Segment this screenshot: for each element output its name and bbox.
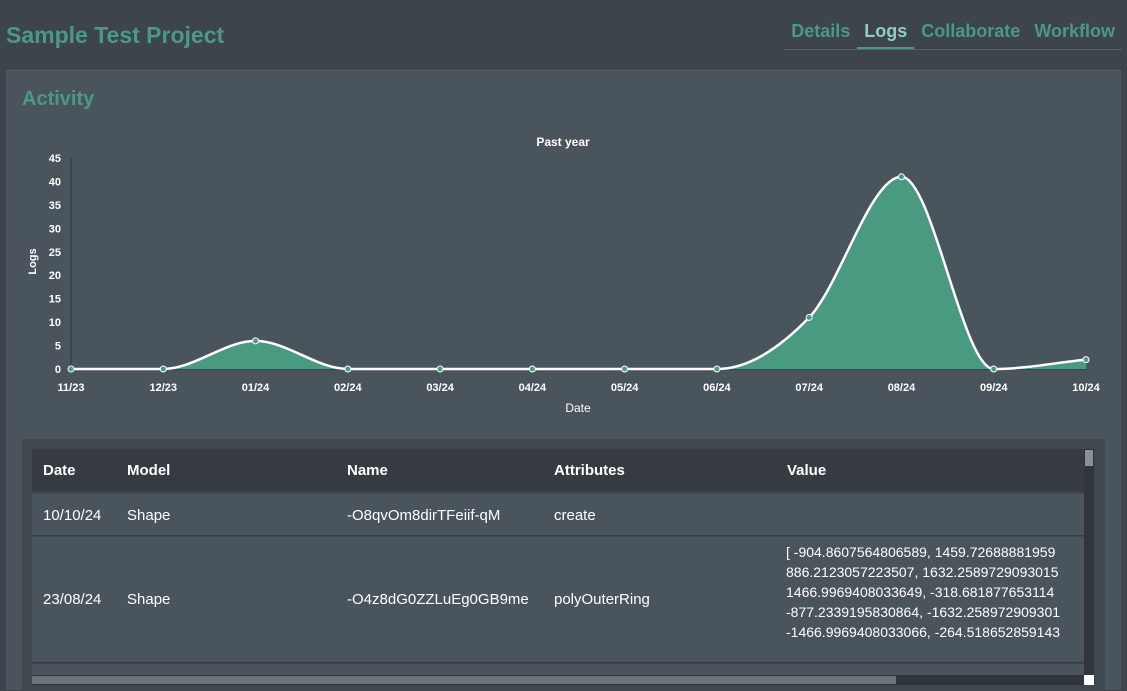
project-title: Sample Test Project bbox=[6, 22, 225, 48]
value-line: -877.2339195830864, -1632.258972909301 bbox=[786, 604, 1061, 620]
activity-title: Activity bbox=[22, 88, 95, 110]
cell-date: 10/10/24 bbox=[43, 507, 102, 524]
y-axis-label: Logs bbox=[27, 248, 39, 274]
x-tick-label: 06/24 bbox=[703, 382, 731, 394]
activity-chart: Past year 0 5 10 15 20 25 30 35 40 45 11/23 12/23 01/… bbox=[6, 69, 1121, 439]
table-row[interactable]: 23/08/24 Shape -O4z8dG0ZZLuEg0GB9me poly… bbox=[32, 537, 1084, 663]
data-point bbox=[528, 365, 536, 373]
cell-name: -O4z8dG0ZZLuEg0GB9me bbox=[347, 591, 529, 608]
data-point bbox=[621, 365, 629, 373]
data-point bbox=[713, 365, 721, 373]
x-tick-label: 10/24 bbox=[1072, 382, 1100, 394]
cell-value: [ -904.8607564806589, 1459.72688881959 8… bbox=[786, 542, 1084, 642]
data-point bbox=[805, 313, 813, 321]
x-tick-label: 08/24 bbox=[888, 382, 916, 394]
column-header-attributes[interactable]: Attributes bbox=[554, 462, 625, 479]
y-tick-label: 35 bbox=[49, 200, 61, 212]
x-tick-label: 09/24 bbox=[980, 382, 1008, 394]
tab-bar: Details Logs Collaborate Workflow bbox=[784, 20, 1122, 50]
value-line: -1466.9969408033066, -264.518652859143 bbox=[786, 624, 1061, 640]
series-area bbox=[71, 176, 1086, 369]
chart-title: Past year bbox=[536, 135, 590, 149]
value-line: [ -904.8607564806589, 1459.72688881959 bbox=[786, 544, 1056, 560]
logs-table: Date Model Name Attributes Value 10/10/2… bbox=[32, 449, 1084, 675]
y-tick-label: 10 bbox=[49, 317, 61, 329]
vertical-scrollbar[interactable] bbox=[1084, 449, 1094, 675]
scrollbar-corner bbox=[1084, 675, 1094, 685]
x-axis-label: Date bbox=[565, 401, 591, 415]
table-header: Date Model Name Attributes Value bbox=[32, 449, 1084, 492]
x-tick-label: 11/23 bbox=[58, 382, 85, 394]
tab-logs[interactable]: Logs bbox=[857, 20, 915, 49]
x-tick-label: 02/24 bbox=[334, 382, 362, 394]
logs-table-container: Date Model Name Attributes Value 10/10/2… bbox=[22, 439, 1105, 691]
y-tick-label: 20 bbox=[49, 270, 61, 282]
data-point bbox=[1082, 356, 1090, 364]
data-point bbox=[897, 173, 905, 181]
value-line: 886.2123057223507, 1632.2589729093015 bbox=[786, 564, 1059, 580]
y-tick-label: 40 bbox=[49, 176, 61, 188]
chart-svg: Past year 0 5 10 15 20 25 30 35 40 45 11/23 12/23 01/… bbox=[27, 135, 1101, 415]
y-tick-label: 25 bbox=[49, 247, 61, 259]
x-tick-label: 03/24 bbox=[426, 382, 454, 394]
tab-details[interactable]: Details bbox=[791, 21, 851, 41]
column-header-date[interactable]: Date bbox=[43, 462, 76, 479]
column-header-name[interactable]: Name bbox=[347, 462, 388, 479]
cell-name: -O8qvOm8dirTFeiif-qM bbox=[347, 507, 501, 524]
y-tick-label: 5 bbox=[55, 341, 61, 353]
x-tick-label: 07/24 bbox=[795, 382, 823, 394]
x-tick-label: 04/24 bbox=[519, 382, 547, 394]
value-line: 1466.9969408033649, -318.681877653114 bbox=[786, 584, 1055, 600]
activity-panel: Activity Past year 0 5 10 15 20 25 30 35 40 45 11/2… bbox=[6, 68, 1121, 691]
cell-attributes: polyOuterRing bbox=[554, 591, 650, 608]
column-header-model[interactable]: Model bbox=[127, 462, 171, 479]
header: Sample Test Project Details Logs Collabo… bbox=[0, 0, 1127, 68]
column-header-value[interactable]: Value bbox=[787, 462, 827, 479]
table-row[interactable]: 10/10/24 Shape -O8qvOm8dirTFeiif-qM crea… bbox=[32, 494, 1084, 536]
x-tick-label: 12/23 bbox=[150, 382, 178, 394]
y-tick-label: 30 bbox=[49, 223, 61, 235]
x-tick-label: 01/24 bbox=[242, 382, 270, 394]
tab-workflow[interactable]: Workflow bbox=[1034, 21, 1115, 41]
x-tick-label: 05/24 bbox=[611, 382, 639, 394]
cell-model: Shape bbox=[127, 507, 171, 524]
data-point bbox=[252, 337, 260, 345]
data-point bbox=[67, 365, 75, 373]
vertical-scroll-thumb[interactable] bbox=[1085, 450, 1093, 466]
table-row[interactable] bbox=[32, 664, 1084, 675]
data-point bbox=[159, 365, 167, 373]
cell-attributes: create bbox=[554, 507, 596, 524]
data-point bbox=[344, 365, 352, 373]
y-tick-label: 15 bbox=[49, 294, 61, 306]
tab-collaborate[interactable]: Collaborate bbox=[921, 21, 1021, 41]
horizontal-scroll-thumb[interactable] bbox=[32, 676, 896, 684]
data-point bbox=[436, 365, 444, 373]
cell-date: 23/08/24 bbox=[43, 591, 102, 608]
data-point bbox=[990, 365, 998, 373]
y-tick-label: 45 bbox=[49, 153, 61, 165]
y-tick-label: 0 bbox=[55, 364, 61, 376]
horizontal-scrollbar[interactable] bbox=[32, 675, 1084, 685]
cell-model: Shape bbox=[127, 591, 171, 608]
